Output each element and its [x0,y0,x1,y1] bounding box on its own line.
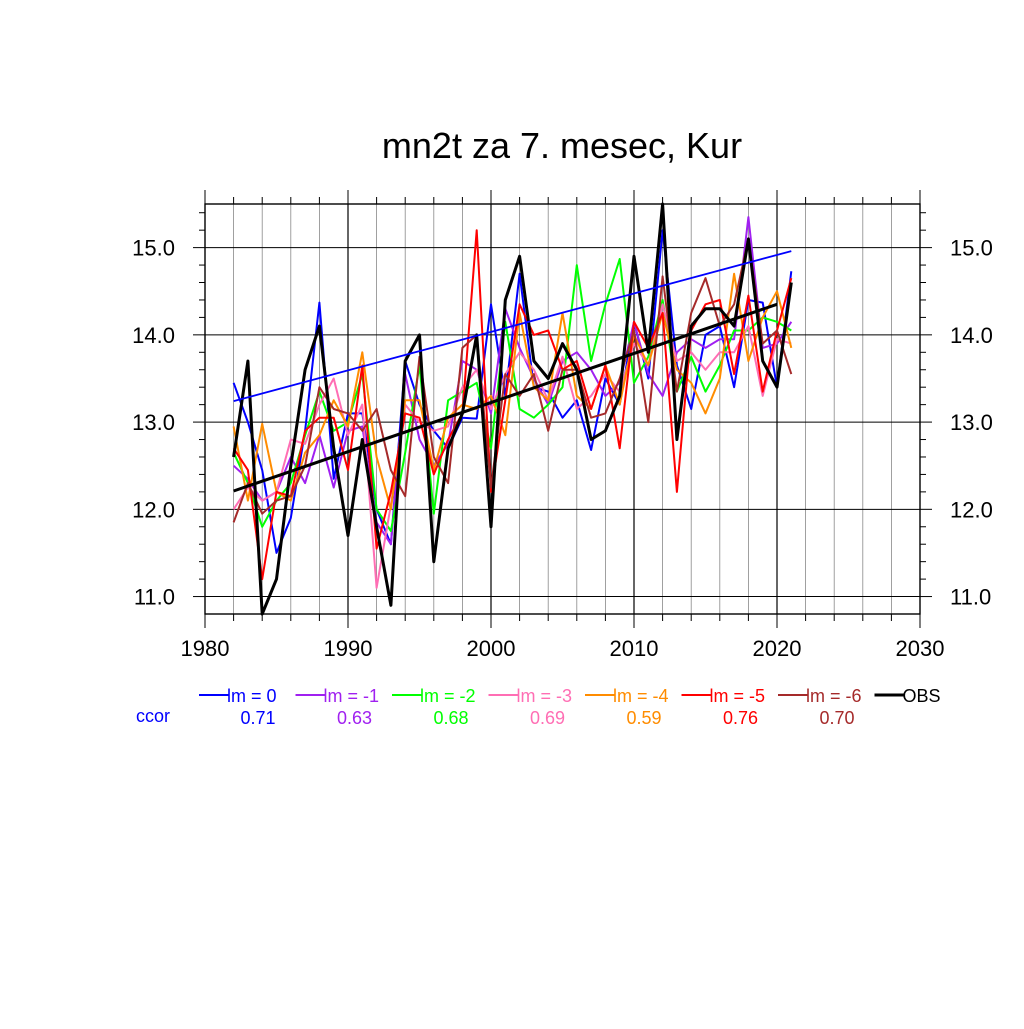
x-tick-label: 1980 [181,636,230,661]
legend-label: lm = -4 [613,686,669,706]
ccor-label: ccor [136,706,170,726]
x-tick-label: 2000 [467,636,516,661]
y-tick-label-right: 15.0 [950,236,993,261]
y-tick-label: 13.0 [132,410,175,435]
y-tick-label: 15.0 [132,236,175,261]
trend-line [233,250,792,403]
x-tick-label: 1990 [324,636,373,661]
x-tick-label: 2010 [610,636,659,661]
series-layer [232,202,793,616]
legend: ccor lm = 00.71 lm = -10.63 lm = -20.68 lm =… [136,686,941,728]
plot-frame [204,203,921,615]
series-line [232,216,793,546]
series-line [232,258,792,533]
legend-ccor-value: 0.63 [337,708,372,728]
x-tick-label: 2020 [753,636,802,661]
legend-label: lm = -1 [324,686,380,706]
legend-label: lm = -5 [710,686,766,706]
y-tick-label: 11.0 [134,585,175,610]
trend-line [233,302,778,493]
axes-layer [193,190,932,628]
y-tick-label-right: 11.0 [950,585,991,610]
legend-ccor-value: 0.69 [530,708,565,728]
legend-ccor-value: 0.68 [433,708,468,728]
legend-label: lm = -2 [420,686,476,706]
x-tick-label: 2030 [896,636,945,661]
y-tick-label: 12.0 [132,497,175,522]
chart-title: mn2t za 7. mesec, Kur [382,125,742,166]
legend-label: lm = 0 [227,686,277,706]
trend-layer [233,250,792,493]
y-tick-label-right: 13.0 [950,410,993,435]
legend-label: lm = -6 [806,686,862,706]
tick-labels: 1980 1990 2000 2010 2020 2030 11.0 11.0 12.0 12.0… [132,236,993,661]
legend-ccor-value: 0.59 [626,708,661,728]
legend-label: lm = -3 [517,686,573,706]
legend-ccor-value: 0.76 [723,708,758,728]
y-tick-label-right: 12.0 [950,497,993,522]
series-line [232,202,793,616]
y-tick-label-right: 14.0 [950,323,993,348]
y-tick-label: 14.0 [132,323,175,348]
legend-ccor-value: 0.70 [819,708,854,728]
legend-ccor-value: 0.71 [240,708,275,728]
legend-label: OBS [903,686,941,706]
